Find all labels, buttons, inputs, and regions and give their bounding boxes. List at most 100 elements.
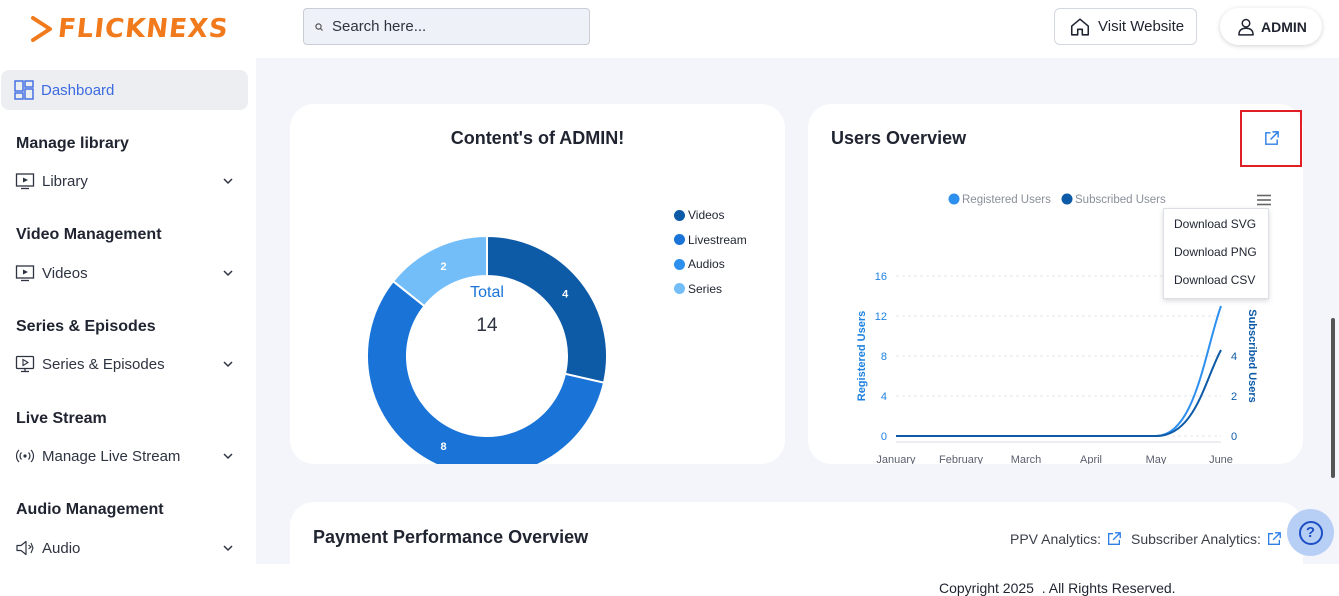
legend-marker bbox=[674, 234, 685, 245]
legend-item-series[interactable]: Series bbox=[674, 282, 722, 296]
help-button[interactable]: ? bbox=[1287, 509, 1334, 556]
users-line-chart: 0 4 8 12 16 0 2 4 January February March April May Ju… bbox=[856, 193, 1258, 464]
sidebar-item-library[interactable]: Library bbox=[15, 170, 235, 192]
section-title-live-stream: Live Stream bbox=[16, 410, 107, 427]
chevron-down-icon bbox=[223, 361, 233, 368]
donut-total-value: 14 bbox=[476, 315, 498, 336]
donut-slice-videos[interactable] bbox=[486, 234, 608, 384]
sidebar-item-label: Audio bbox=[42, 539, 81, 557]
open-users-overview-button[interactable] bbox=[1240, 110, 1302, 167]
donut-data-label: 8 bbox=[441, 441, 447, 453]
speaker-icon bbox=[15, 539, 35, 557]
search-box[interactable] bbox=[303, 8, 590, 45]
admin-profile-button[interactable]: ADMIN bbox=[1220, 8, 1322, 45]
chevron-down-icon bbox=[223, 270, 233, 277]
y2-tick-label: 4 bbox=[1231, 351, 1237, 363]
y-axis-title: Registered Users bbox=[856, 311, 868, 402]
menu-item-download-png[interactable]: Download PNG bbox=[1174, 245, 1257, 259]
external-link-icon bbox=[1264, 131, 1279, 145]
content-summary-card: Content's of ADMIN! 4 8 2 Total 14 Videos L… bbox=[290, 104, 785, 464]
x-tick-label: June bbox=[1209, 454, 1233, 464]
play-logo-icon bbox=[31, 16, 52, 42]
x-tick-label: January bbox=[876, 454, 916, 464]
broadcast-icon bbox=[15, 447, 35, 465]
sidebar-item-label: Videos bbox=[42, 264, 88, 282]
chart-download-menu: Download SVG Download PNG Download CSV bbox=[1163, 208, 1269, 299]
legend-marker bbox=[674, 283, 685, 294]
payment-card-title: Payment Performance Overview bbox=[313, 527, 589, 547]
sidebar-item-label: Series & Episodes bbox=[42, 355, 165, 373]
sidebar-item-label: Manage Live Stream bbox=[42, 447, 181, 465]
legend-marker bbox=[674, 209, 685, 221]
sidebar-item-videos[interactable]: Videos bbox=[15, 262, 235, 284]
donut-slice-series[interactable] bbox=[391, 234, 488, 308]
menu-item-download-svg[interactable]: Download SVG bbox=[1174, 217, 1257, 231]
chevron-down-icon bbox=[223, 453, 233, 460]
x-tick-label: March bbox=[1011, 454, 1042, 464]
menu-item-download-csv[interactable]: Download CSV bbox=[1174, 273, 1256, 287]
sidebar-item-dashboard[interactable]: Dashboard bbox=[1, 70, 248, 110]
section-title-audio-management: Audio Management bbox=[16, 501, 164, 518]
donut-slice-livestream[interactable] bbox=[366, 279, 606, 464]
dashboard-main: Content's of ADMIN! 4 8 2 Total 14 Videos L… bbox=[256, 58, 1339, 564]
y-tick-label: 0 bbox=[881, 431, 887, 443]
top-header: FLICKNEXS Visit Website ADMIN bbox=[0, 0, 1339, 58]
question-icon: ? bbox=[1298, 520, 1323, 545]
search-input[interactable] bbox=[332, 18, 572, 35]
ppv-analytics-label: PPV Analytics: bbox=[1010, 531, 1102, 547]
legend-label: Registered Users bbox=[962, 194, 1051, 206]
legend-item-subscribed-users[interactable]: Subscribed Users bbox=[1061, 193, 1167, 207]
y-tick-label: 16 bbox=[875, 271, 887, 283]
user-icon bbox=[1238, 18, 1254, 36]
ppv-analytics-link[interactable]: PPV Analytics: bbox=[1010, 531, 1122, 547]
sidebar-item-manage-live-stream[interactable]: Manage Live Stream bbox=[15, 445, 235, 467]
tv-play-icon bbox=[15, 264, 35, 282]
search-icon bbox=[315, 22, 323, 31]
copyright-text: Copyright 2025 . All Rights Reserved. bbox=[939, 580, 1176, 596]
y2-axis-title: Subscribed Users bbox=[1246, 309, 1258, 403]
legend-item-registered-users[interactable]: Registered Users bbox=[948, 193, 1052, 207]
donut-data-label: 4 bbox=[562, 289, 569, 301]
legend-marker bbox=[948, 193, 960, 205]
y-tick-label: 4 bbox=[881, 391, 887, 403]
series-line-registered-users[interactable] bbox=[896, 305, 1222, 438]
sidebar-item-label: Dashboard bbox=[41, 81, 115, 99]
monitor-play-icon bbox=[15, 355, 35, 373]
section-title-manage-library: Manage library bbox=[16, 135, 129, 152]
chevron-down-icon bbox=[223, 178, 233, 185]
visit-website-button[interactable]: Visit Website bbox=[1054, 8, 1197, 45]
legend-item-audios[interactable]: Audios bbox=[674, 257, 725, 271]
sidebar: Dashboard Manage library Library Video M… bbox=[0, 58, 256, 564]
page-scrollbar[interactable] bbox=[1331, 318, 1335, 478]
legend-marker bbox=[1061, 193, 1073, 205]
tv-play-icon bbox=[15, 172, 35, 190]
external-link-icon bbox=[1108, 532, 1121, 545]
visit-website-label: Visit Website bbox=[1098, 18, 1185, 35]
legend-label: Audios bbox=[688, 257, 725, 271]
admin-label: ADMIN bbox=[1261, 18, 1307, 35]
brand-logo[interactable]: FLICKNEXS bbox=[30, 12, 230, 46]
payment-performance-card: Payment Performance Overview PPV Analyti… bbox=[290, 502, 1303, 564]
subscriber-analytics-label: Subscriber Analytics: bbox=[1131, 531, 1261, 547]
legend-item-videos[interactable]: Videos bbox=[674, 208, 724, 222]
legend-item-livestream[interactable]: Livestream bbox=[674, 233, 747, 247]
chevron-down-icon bbox=[223, 545, 233, 552]
users-overview-card: Users Overview 0 4 8 12 16 0 2 4 January February… bbox=[808, 104, 1303, 464]
subscriber-analytics-link[interactable]: Subscriber Analytics: bbox=[1131, 531, 1282, 547]
legend-label: Livestream bbox=[688, 232, 747, 247]
series-line-subscribed-users[interactable] bbox=[896, 349, 1222, 438]
x-tick-label: April bbox=[1080, 454, 1102, 464]
dashboard-grid-icon bbox=[14, 80, 34, 100]
home-icon bbox=[1070, 17, 1090, 36]
section-title-video-management: Video Management bbox=[16, 226, 162, 243]
footer: Copyright 2025 . All Rights Reserved. bbox=[0, 564, 1339, 596]
y-tick-label: 8 bbox=[881, 351, 887, 363]
legend-label: Videos bbox=[688, 208, 725, 222]
sidebar-item-audio[interactable]: Audio bbox=[15, 537, 235, 559]
donut-total-label: Total bbox=[470, 284, 504, 301]
chart-menu-icon[interactable] bbox=[1256, 194, 1272, 206]
x-tick-label: February bbox=[939, 454, 984, 464]
y-tick-label: 12 bbox=[875, 311, 887, 323]
sidebar-item-series-episodes[interactable]: Series & Episodes bbox=[15, 353, 235, 375]
content-donut-chart: 4 8 2 bbox=[366, 234, 608, 464]
